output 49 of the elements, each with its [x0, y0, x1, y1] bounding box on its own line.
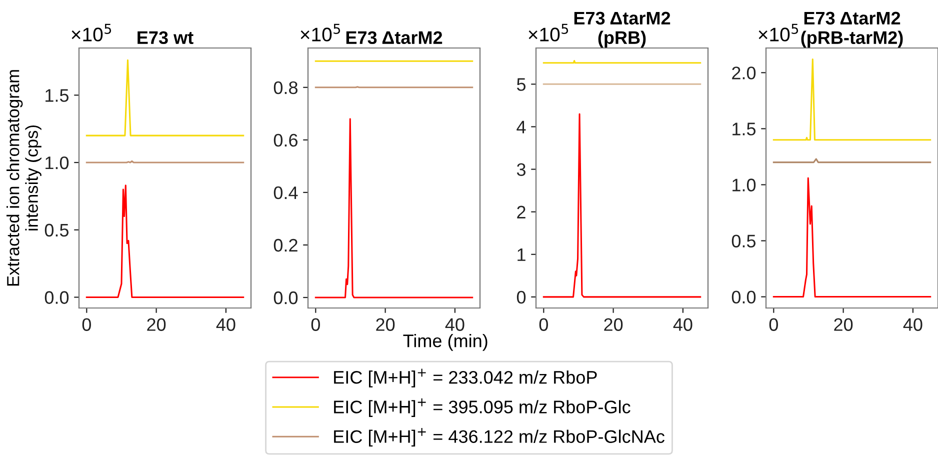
- x-tick-label: 40: [216, 318, 236, 331]
- legend-label: EIC [M+H]$^{+}$ = 233.042 m/z RboP: [334, 368, 597, 388]
- chart-title: E73 ΔtarM2 (pRB): [574, 12, 670, 48]
- chart-title: E73 wt: [138, 31, 194, 44]
- y-tick-label: 0.5: [732, 234, 756, 248]
- y-tick-label: 0.5: [44, 224, 69, 237]
- y-tick-label: 0.8: [274, 81, 298, 94]
- text: ×10$^{5}$: [72, 24, 112, 42]
- x-tick-label: 0: [311, 318, 320, 331]
- x-tick-label: 40: [673, 318, 692, 331]
- y-tick-label: 1.5: [732, 122, 756, 136]
- y-tick-label: 4: [516, 120, 526, 134]
- y-tick-label: 0.4: [274, 186, 298, 200]
- x-tick-label: 0: [539, 318, 548, 331]
- legend-label: EIC [M+H]$^{+}$ = 395.095 m/z RboP-Glc: [334, 398, 630, 417]
- y-tick-label: 0.2: [274, 238, 298, 252]
- legend-label: EIC [M+H]$^{+}$ = 436.122 m/z RboP-GlcNAc: [334, 428, 664, 447]
- x-tick-label: 20: [376, 318, 395, 331]
- line-series: [772, 177, 932, 298]
- line-series: [542, 113, 702, 298]
- text: ×10$^{5}$: [758, 24, 798, 42]
- y-tick-label: 5: [516, 78, 526, 91]
- y-tick-label: 0.0: [44, 291, 69, 304]
- y-tick-label: 1: [518, 248, 526, 261]
- text: ×10$^{5}$: [528, 24, 568, 42]
- line-series: [86, 184, 244, 298]
- line-series: [314, 118, 474, 298]
- y-tick-label: 2.0: [732, 66, 756, 80]
- x-tick-label: 0: [82, 318, 91, 331]
- y-tick-label: 0.0: [732, 290, 756, 304]
- y-tick-label: 1.5: [46, 89, 69, 102]
- y-tick-label: 0: [516, 290, 526, 304]
- chart-title: E73 ΔtarM2: [346, 31, 442, 44]
- x-tick-label: 0: [769, 318, 778, 331]
- x-tick-label: 40: [445, 318, 464, 331]
- y-tick-label: 1.0: [732, 178, 756, 192]
- x-tick-label: 20: [834, 318, 853, 331]
- y-tick-label: 3: [516, 163, 526, 176]
- x-tick-label: 20: [604, 318, 623, 331]
- x-tick-label: 40: [903, 318, 922, 331]
- x-axis-title: Time (min): [403, 334, 488, 351]
- chart-title: E73 ΔtarM2 (pRB-tarM2): [801, 12, 903, 48]
- y-tick-label: 0.6: [274, 134, 298, 147]
- text: ×10$^{5}$: [300, 24, 340, 42]
- y-tick-label: 2: [517, 206, 526, 218]
- y-tick-label: 0.0: [274, 291, 298, 304]
- y-tick-label: 1.0: [46, 156, 69, 170]
- y-axis-title: Extracted ion chromatogram intensity (cps): [6, 70, 42, 286]
- x-tick-label: 20: [147, 318, 166, 331]
